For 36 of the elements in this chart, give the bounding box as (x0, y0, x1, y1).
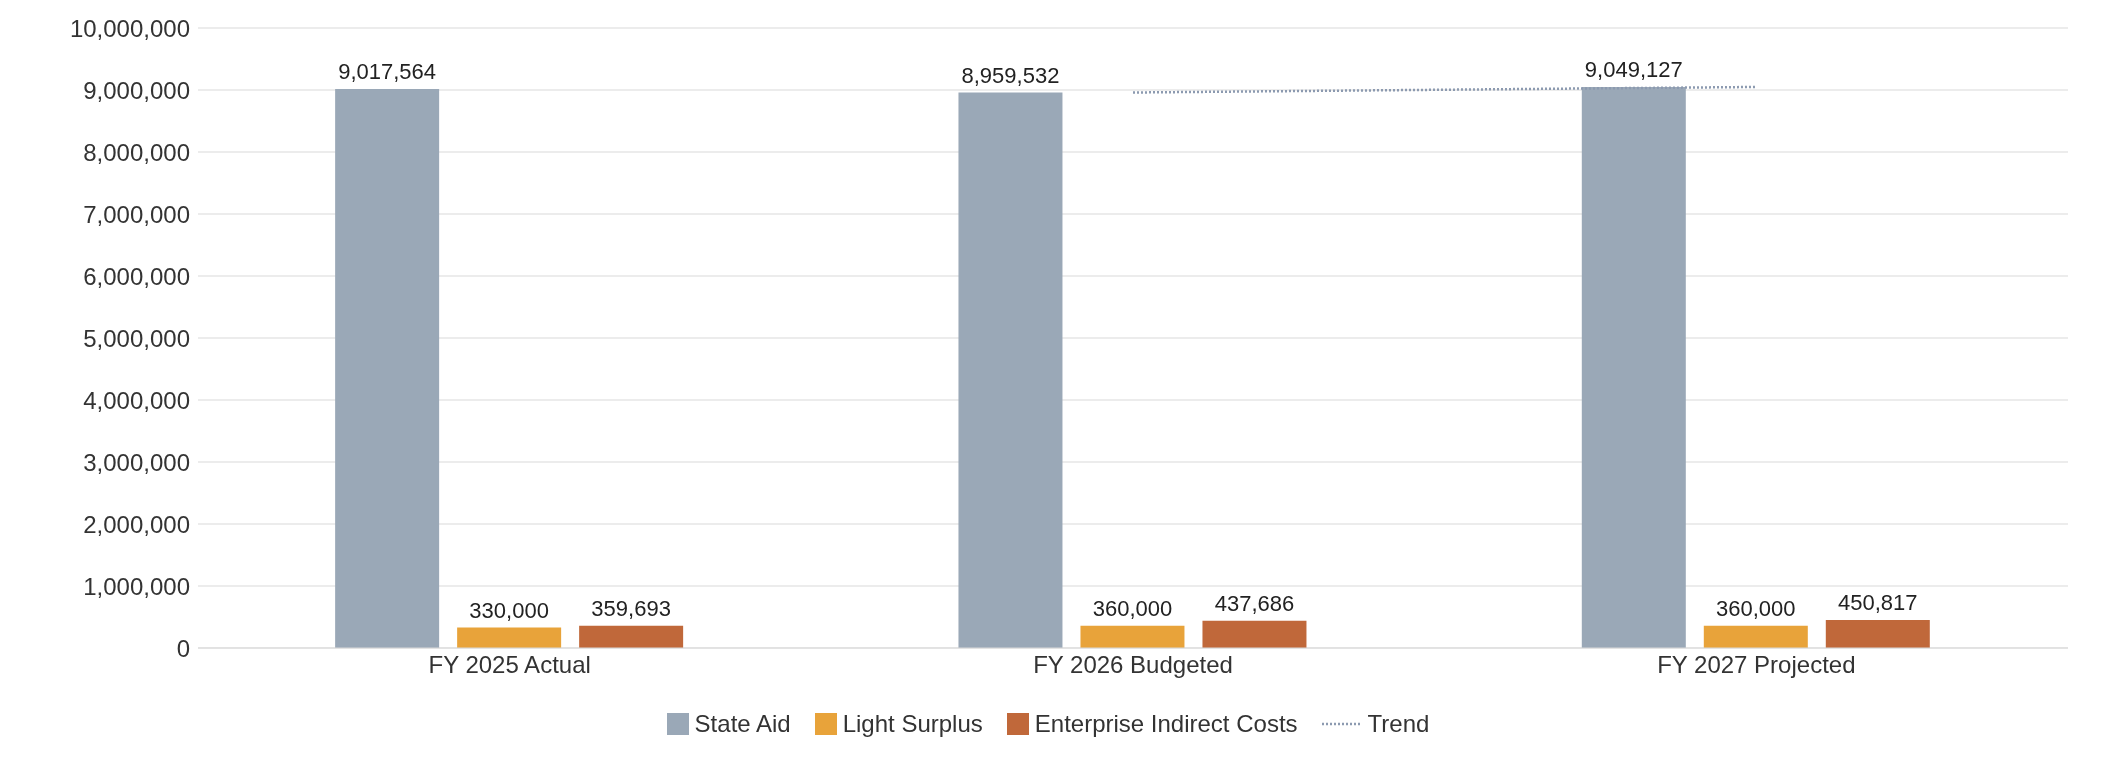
y-tick-label: 6,000,000 (83, 262, 190, 290)
y-tick-label: 1,000,000 (83, 572, 190, 600)
bar (1703, 625, 1808, 648)
y-tick-label: 3,000,000 (83, 448, 190, 476)
y-tick-label: 5,000,000 (83, 324, 190, 352)
x-tick-label: FY 2025 Actual (428, 651, 591, 679)
y-tick-label: 8,000,000 (83, 138, 190, 166)
bar (457, 627, 562, 648)
data-label: 450,817 (1838, 590, 1918, 616)
y-tick-label: 7,000,000 (83, 200, 190, 228)
legend-label: Light Surplus (842, 710, 983, 738)
x-tick-label: FY 2027 Projected (1657, 651, 1856, 679)
legend-label: Enterprise Indirect Costs (1034, 710, 1298, 738)
legend-label: Trend (1367, 710, 1430, 738)
y-tick-label: 4,000,000 (83, 386, 190, 414)
data-label: 437,686 (1214, 590, 1295, 616)
data-label: 9,049,127 (1584, 56, 1683, 82)
bar (1825, 620, 1930, 648)
y-tick-label: 2,000,000 (83, 510, 190, 538)
bar (1080, 625, 1185, 648)
y-tick-label: 10,000,000 (69, 14, 190, 42)
bar (579, 625, 684, 648)
y-tick-label: 9,000,000 (83, 76, 190, 104)
bar (958, 92, 1063, 648)
bar (335, 88, 440, 648)
data-label: 8,959,532 (961, 62, 1060, 88)
data-label: 360,000 (1092, 595, 1173, 621)
data-label: 360,000 (1716, 595, 1796, 621)
y-tick-label: 0 (176, 634, 190, 662)
bar (1581, 86, 1686, 648)
legend-label: State Aid (694, 710, 791, 738)
data-label: 359,693 (591, 595, 671, 621)
data-label: 330,000 (469, 597, 549, 623)
bar (1202, 620, 1307, 648)
x-tick-label: FY 2026 Budgeted (1033, 651, 1233, 679)
data-label: 9,017,564 (338, 58, 437, 84)
